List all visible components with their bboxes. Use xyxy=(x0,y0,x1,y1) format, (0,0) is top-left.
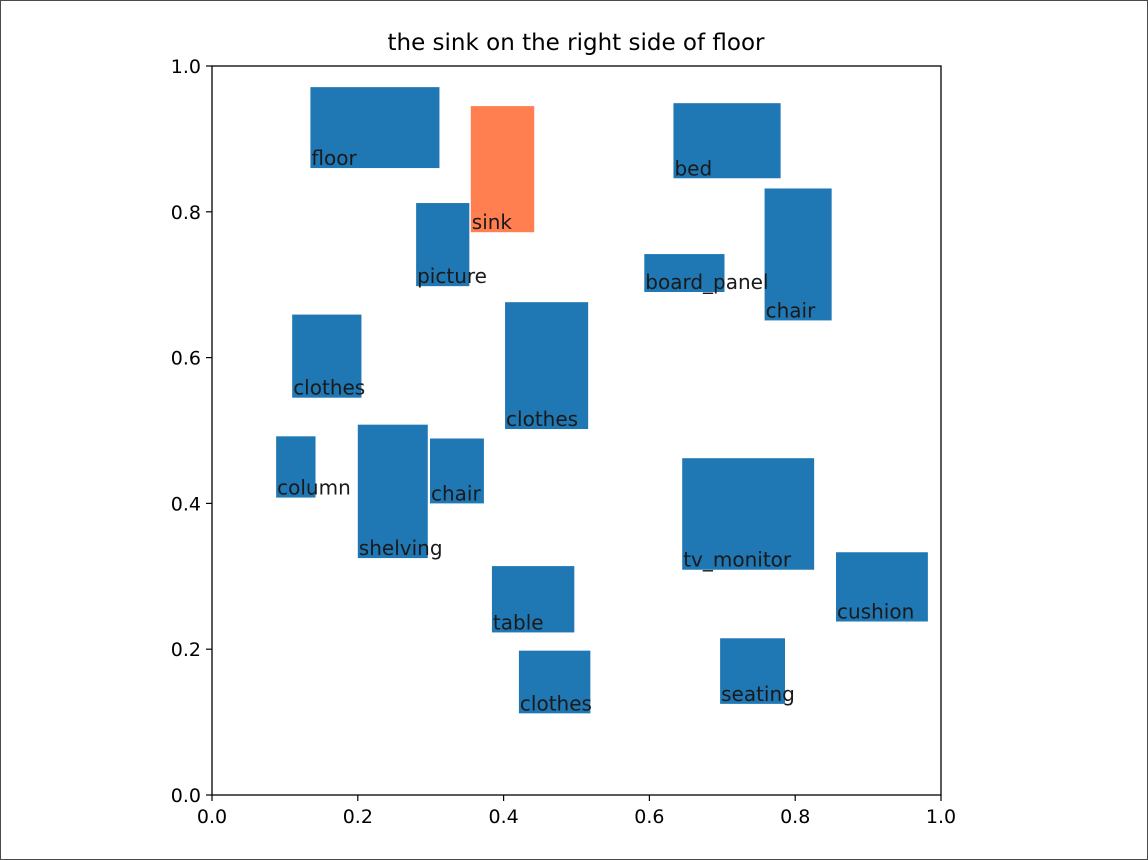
box-clothes-7 xyxy=(505,302,589,430)
box-sink-1 xyxy=(470,106,535,233)
box-column-8 xyxy=(276,436,316,498)
box-label-picture-3: picture xyxy=(417,264,487,288)
x-tick-label: 0.8 xyxy=(780,806,810,828)
box-cushion-12 xyxy=(836,552,928,622)
x-tick-label: 1.0 xyxy=(926,806,956,828)
box-label-chair-10: chair xyxy=(431,481,481,505)
y-tick-label: 0.8 xyxy=(171,202,201,224)
box-bed-2 xyxy=(673,103,781,179)
box-label-board-panel-4: board_panel xyxy=(645,270,768,294)
box-tv-monitor-11 xyxy=(682,458,815,570)
box-table-13 xyxy=(491,566,575,633)
y-tick-label: 0.4 xyxy=(171,493,201,515)
box-label-cushion-12: cushion xyxy=(837,599,914,623)
box-board-panel-4 xyxy=(644,254,725,292)
box-label-shelving-9: shelving xyxy=(359,536,443,560)
axes-frame xyxy=(211,65,942,796)
box-label-table-13: table xyxy=(493,610,544,634)
x-axis: 0.0 0.2 0.4 0.6 0.8 1.0 xyxy=(197,795,956,828)
boxes-layer xyxy=(276,87,928,714)
box-picture-3 xyxy=(416,203,470,287)
y-tick-label: 0.2 xyxy=(171,639,201,661)
box-label-column-8: column xyxy=(277,476,351,500)
box-clothes-14 xyxy=(518,650,591,714)
x-tick-label: 0.2 xyxy=(343,806,373,828)
box-chair-5 xyxy=(764,188,832,321)
box-label-seating-15: seating xyxy=(721,682,795,706)
box-label-bed-2: bed xyxy=(674,156,712,180)
y-tick-label: 1.0 xyxy=(171,56,201,78)
box-label-floor-0: floor xyxy=(311,146,357,170)
chart-title: the sink on the right side of floor xyxy=(387,30,765,56)
box-seating-15 xyxy=(720,638,785,704)
y-axis: 0.0 0.2 0.4 0.6 0.8 1.0 xyxy=(171,56,212,807)
box-label-clothes-7: clothes xyxy=(506,407,578,431)
x-tick-label: 0.0 xyxy=(197,806,227,828)
box-label-chair-5: chair xyxy=(766,298,816,322)
box-floor-0 xyxy=(310,87,440,169)
box-label-clothes-6: clothes xyxy=(293,376,365,400)
x-tick-label: 0.4 xyxy=(488,806,518,828)
box-chair-10 xyxy=(429,438,484,504)
box-shelving-9 xyxy=(357,424,428,559)
box-label-sink-1: sink xyxy=(472,210,513,234)
y-tick-label: 0.0 xyxy=(171,785,201,807)
y-tick-label: 0.6 xyxy=(171,348,201,370)
box-clothes-6 xyxy=(292,314,362,398)
box-label-tv-monitor-11: tv_monitor xyxy=(683,548,792,572)
x-tick-label: 0.6 xyxy=(634,806,664,828)
box-label-clothes-14: clothes xyxy=(520,691,592,715)
